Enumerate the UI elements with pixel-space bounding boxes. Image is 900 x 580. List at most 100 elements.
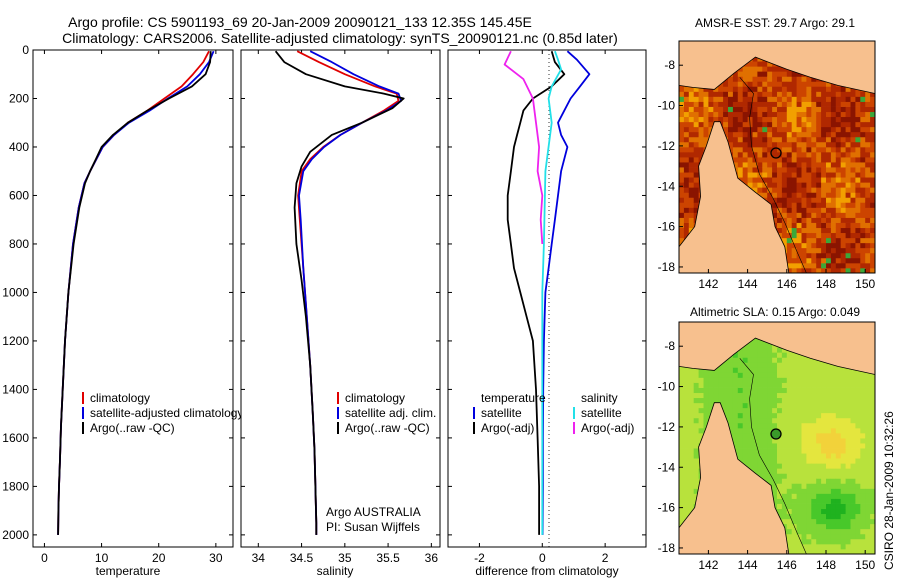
- map-cell: [737, 357, 744, 363]
- map-cell: [688, 157, 695, 163]
- map-cell: [752, 362, 758, 368]
- map-cell: [777, 227, 783, 234]
- map-cell: [826, 202, 832, 208]
- map-cell: [830, 412, 837, 419]
- map-cell: [821, 503, 827, 510]
- map-cell: [781, 121, 788, 128]
- map-cell: [835, 468, 842, 474]
- map-cell: [786, 257, 793, 264]
- depth-contour: [739, 358, 807, 554]
- map-cell: [791, 222, 797, 229]
- map-cell: [757, 422, 763, 429]
- map-cell: [693, 202, 699, 208]
- map-cell: [840, 543, 846, 550]
- map-cell: [850, 473, 856, 479]
- map-cell: [835, 443, 842, 449]
- x-tick-label: 30: [209, 551, 223, 565]
- map-cell: [679, 202, 685, 208]
- map-cell: [752, 56, 758, 62]
- map-cell: [865, 187, 871, 193]
- map-cell: [826, 121, 832, 128]
- map-cell: [826, 387, 832, 394]
- map-cell: [728, 111, 734, 118]
- map-cell: [816, 232, 822, 239]
- map-cell: [840, 146, 846, 153]
- map-cell: [762, 453, 768, 459]
- map-cell: [830, 212, 837, 218]
- map-cell: [688, 187, 695, 193]
- map-cell: [840, 96, 846, 102]
- map-cell: [777, 182, 783, 188]
- map-cell: [816, 367, 822, 373]
- map-cell: [791, 262, 797, 269]
- map-cell: [732, 372, 739, 378]
- map-cell: [737, 407, 744, 414]
- map-cell: [865, 131, 871, 138]
- map-cell: [781, 172, 788, 178]
- map-cell: [855, 172, 861, 178]
- map-cell: [752, 448, 758, 454]
- map-cell: [796, 448, 802, 454]
- map-cell: [781, 443, 788, 449]
- map-cell: [683, 192, 690, 198]
- map-cell: [870, 397, 875, 404]
- map-cell: [830, 136, 837, 143]
- map-cell: [835, 217, 842, 223]
- map-cell: [845, 513, 851, 520]
- map-cell: [718, 397, 724, 404]
- map-cell: [796, 167, 802, 173]
- map-cell: [826, 483, 832, 489]
- map-cell: [698, 96, 704, 102]
- map-cell: [855, 126, 861, 133]
- map-cell: [855, 448, 861, 454]
- map-cell: [801, 192, 807, 198]
- map-cell: [811, 126, 817, 133]
- map-cell: [732, 387, 739, 394]
- map-cell: [742, 136, 748, 143]
- map-cell: [679, 187, 685, 193]
- map-cell: [855, 136, 861, 143]
- map-cell: [796, 192, 802, 198]
- map-cell: [826, 528, 832, 535]
- map-cell: [679, 453, 685, 459]
- map-cell: [752, 367, 758, 373]
- map-cell: [865, 141, 871, 148]
- map-cell: [860, 91, 866, 97]
- map-cell: [796, 217, 802, 223]
- map-cell: [737, 172, 744, 178]
- map-cell: [855, 257, 861, 264]
- map-cell: [840, 167, 846, 173]
- map-cell: [835, 131, 842, 138]
- map-cell: [772, 473, 778, 479]
- map-cell: [850, 232, 856, 239]
- map-cell: [860, 438, 866, 444]
- map-cell: [801, 212, 807, 218]
- map-cell: [679, 463, 685, 469]
- map-cell: [791, 372, 797, 378]
- legend-salinity-argo: Argo(-adj): [581, 421, 634, 435]
- map-cell: [796, 126, 802, 133]
- y-tick-label: 400: [9, 140, 29, 154]
- map-cell: [747, 162, 753, 168]
- map-cell: [806, 106, 812, 113]
- map-cell: [855, 402, 861, 409]
- map-cell: [757, 463, 763, 469]
- map-cell: [732, 152, 739, 158]
- map-cell: [742, 443, 748, 449]
- map-cell: [860, 207, 866, 213]
- map-cell: [855, 197, 861, 203]
- map-cell: [830, 101, 837, 107]
- map-cell: [791, 387, 797, 394]
- map-cell: [728, 377, 734, 383]
- map-cell: [781, 131, 788, 138]
- map-cell: [840, 212, 846, 218]
- map-cell: [826, 533, 832, 540]
- map-cell: [850, 397, 856, 404]
- map-cell: [698, 111, 704, 118]
- map-cell: [835, 412, 842, 419]
- map-cell: [796, 543, 802, 550]
- map-cell: [796, 136, 802, 143]
- map-cell: [806, 367, 812, 373]
- map-cell: [757, 61, 763, 67]
